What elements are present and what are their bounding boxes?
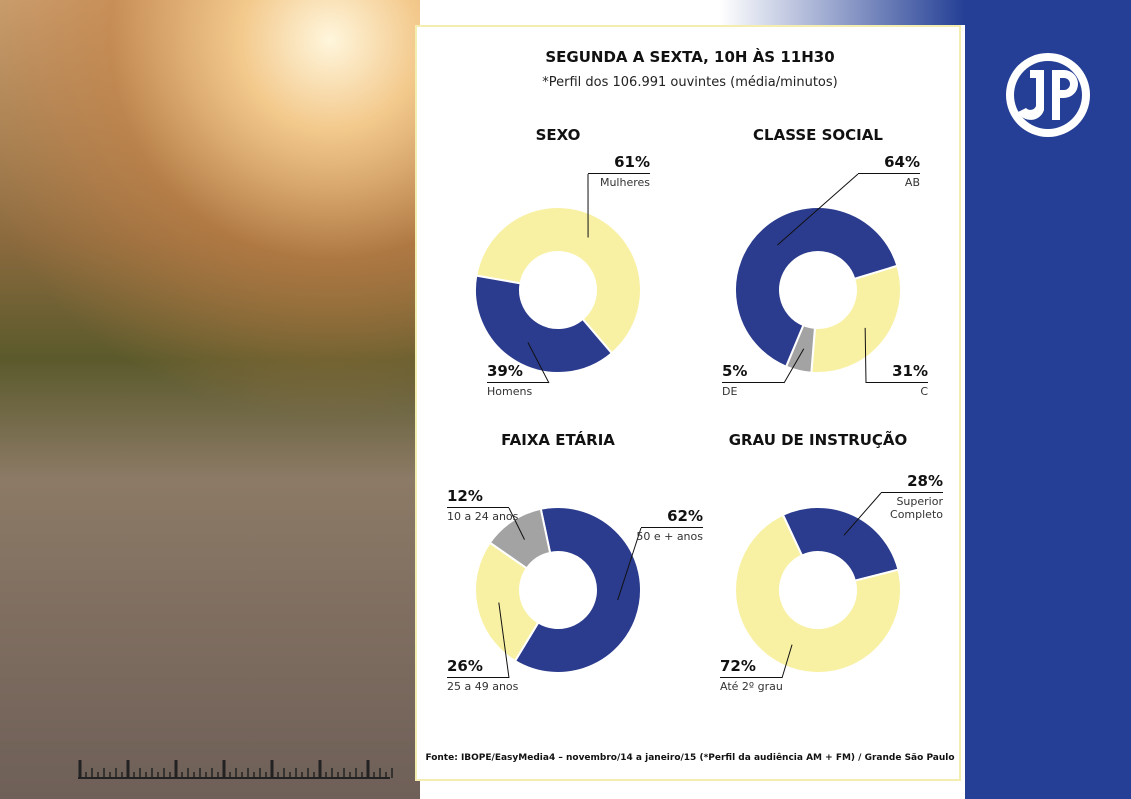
slice-label: 5% DE [722,362,802,398]
value-label: 5% [722,362,784,383]
pie-slice [734,513,902,674]
value-label: 39% [487,362,549,383]
background-photo [0,0,420,799]
category-label: 25 a 49 anos [447,680,519,693]
category-label: Mulheres [599,176,650,189]
slice-label: 72% Até 2º grau [720,657,800,693]
slice-label: 12% 10 a 24 anos [447,487,527,523]
leader-line [527,342,550,384]
pie-slice [474,274,614,374]
value-label: 28% [881,472,943,493]
pie-slice [734,206,899,368]
category-label: C [920,385,928,398]
leader-line [617,527,642,601]
category-label: Homens [487,385,533,398]
category-label: 10 a 24 anos [447,510,519,523]
category-label: 50 e + anos [636,530,703,543]
pie-slice [513,506,642,674]
slice-label: 31% C [848,362,928,398]
pie-slice [488,507,552,570]
category-label: Superior Completo [890,495,943,521]
pie-slice [810,264,902,374]
leader-line [781,644,793,679]
leader-line [508,507,525,540]
value-label: 12% [447,487,509,508]
leader-line [783,348,805,384]
value-label: 26% [447,657,509,678]
leader-line [864,327,867,384]
leader-line [498,602,510,679]
slice-label: 64% AB [840,153,920,189]
pie-slice [781,506,900,582]
category-label: DE [722,385,738,398]
source: Fonte: IBOPE/EasyMedia4 – novembro/14 a … [425,752,954,763]
leader-line [777,173,859,246]
pie-slice [474,541,540,663]
value-label: 72% [720,657,782,678]
pie-title: SEXO [536,126,581,144]
slice-label: 62% 50 e + anos [623,507,703,543]
slice-label: 28% Superior Completo [863,472,943,521]
value-label: 62% [641,507,703,528]
subtitle: *Perfil dos 106.991 ouvintes (média/minu… [542,75,837,90]
logo [1006,53,1090,137]
leader-line [843,492,882,536]
slice-label: 61% Mulheres [570,153,650,189]
pie-title: CLASSE SOCIAL [753,126,883,144]
category-label: Até 2º grau [720,680,783,693]
slice-label: 39% Homens [487,362,567,398]
top-band [420,0,965,25]
pie-title: FAIXA ETÁRIA [501,430,615,449]
value-label: 61% [588,153,650,174]
value-label: 31% [866,362,928,383]
value-label: 64% [858,153,920,174]
pie-slice [475,206,642,355]
pie-title: GRAU DE INSTRUÇÃO [729,430,908,449]
category-label: AB [904,176,920,189]
slice-label: 26% 25 a 49 anos [447,657,527,693]
title: SEGUNDA A SEXTA, 10H ÀS 11H30 [545,47,834,66]
